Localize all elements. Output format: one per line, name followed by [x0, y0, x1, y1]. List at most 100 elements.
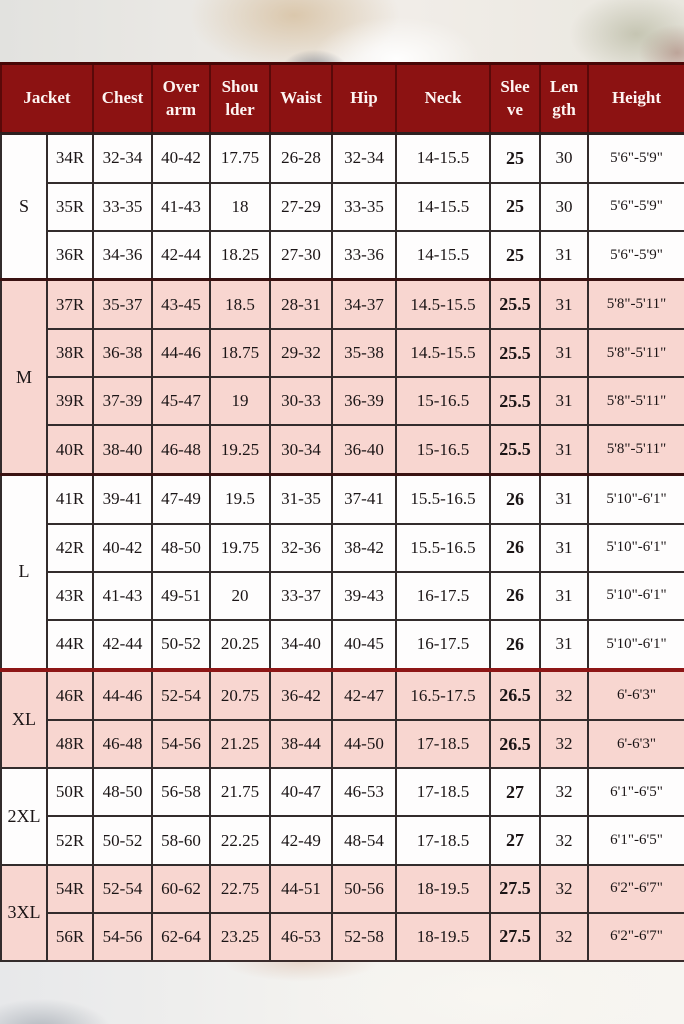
cell: 43R [46, 570, 94, 621]
cell: 60-62 [151, 863, 211, 914]
cell: 37R [46, 278, 94, 331]
cell: 20.25 [209, 618, 271, 672]
cell: 56-58 [151, 767, 211, 818]
cell: 36-39 [331, 376, 397, 427]
cell: 32 [539, 863, 589, 914]
cell: 30 [539, 132, 589, 184]
cell: 15.5-16.5 [395, 522, 491, 573]
table-row: 40R 38-40 46-48 19.25 30-34 36-40 15-16.… [1, 424, 684, 476]
cell: 27-30 [269, 229, 333, 281]
cell: 34-40 [269, 618, 333, 672]
header-sleeve: Slee ve [489, 62, 541, 135]
cell: 40-47 [269, 767, 333, 818]
cell: 25.5 [489, 278, 541, 331]
cell: 54-56 [92, 911, 153, 963]
header-height: Height [587, 62, 684, 135]
cell: 17-18.5 [395, 767, 491, 818]
cell: 32-36 [269, 522, 333, 573]
cell: 26 [489, 472, 541, 525]
table-row: L 41R 39-41 47-49 19.5 31-35 37-41 15.5-… [0, 472, 684, 672]
cell: 31-35 [269, 472, 333, 525]
cell: 14.5-15.5 [395, 328, 491, 379]
cell: 34-36 [92, 229, 153, 281]
cell: 42R [46, 522, 94, 573]
cell: 29-32 [269, 328, 333, 379]
header-neck: Neck [395, 62, 491, 135]
cell: 27 [489, 815, 541, 866]
cell: 6'-6'3" [587, 719, 684, 770]
cell: 52-58 [331, 911, 397, 963]
header-waist: Waist [269, 62, 333, 135]
cell: 16-17.5 [395, 570, 491, 621]
cell: 27-29 [269, 181, 333, 232]
cell: 54-56 [151, 719, 211, 770]
cell: 17-18.5 [395, 719, 491, 770]
cell: 33-36 [331, 229, 397, 281]
cell: 52-54 [151, 668, 211, 722]
cell: 5'6"-5'9" [587, 132, 684, 184]
cell: 54R [46, 863, 94, 914]
cell: 5'8"-5'11" [587, 424, 684, 476]
cell: 46-48 [92, 719, 153, 770]
cell: 44-46 [92, 668, 153, 722]
cell: 19 [209, 376, 271, 427]
cell: 6'1"-6'5" [587, 767, 684, 818]
cell: 62-64 [151, 911, 211, 963]
cell: 52R [46, 815, 94, 866]
cell: 5'10"-6'1" [587, 570, 684, 621]
cell: 39R [46, 376, 94, 427]
table-row: 42R 40-42 48-50 19.75 32-36 38-42 15.5-1… [1, 522, 684, 573]
header-hip: Hip [331, 62, 397, 135]
group-label-m: M [0, 278, 48, 476]
cell: 38-40 [92, 424, 153, 476]
cell: 18.5 [209, 278, 271, 331]
table-row: 43R 41-43 49-51 20 33-37 39-43 16-17.5 2… [1, 570, 684, 621]
cell: 16-17.5 [395, 618, 491, 672]
cell: 5'8"-5'11" [587, 328, 684, 379]
cell: 18.75 [209, 328, 271, 379]
cell: 45-47 [151, 376, 211, 427]
cell: 50R [46, 767, 94, 818]
cell: 40-42 [151, 132, 211, 184]
cell: 32-34 [331, 132, 397, 184]
cell: 25 [489, 181, 541, 232]
cell: 50-52 [151, 618, 211, 672]
cell: 26-28 [269, 132, 333, 184]
cell: 19.75 [209, 522, 271, 573]
cell: 42-47 [331, 668, 397, 722]
cell: 43-45 [151, 278, 211, 331]
cell: 38-44 [269, 719, 333, 770]
cell: 14.5-15.5 [395, 278, 491, 331]
group-label-l: L [0, 472, 48, 672]
cell: 31 [539, 618, 589, 672]
cell: 23.25 [209, 911, 271, 963]
cell: 39-43 [331, 570, 397, 621]
cell: 48-50 [151, 522, 211, 573]
cell: 34-37 [331, 278, 397, 331]
cell: 46-48 [151, 424, 211, 476]
cell: 50-56 [331, 863, 397, 914]
cell: 18-19.5 [395, 911, 491, 963]
cell: 42-49 [269, 815, 333, 866]
table-row: XL 46R 44-46 52-54 20.75 36-42 42-47 16.… [0, 668, 684, 770]
table-row: 2XL 50R 48-50 56-58 21.75 40-47 46-53 17… [0, 767, 684, 866]
cell: 42-44 [151, 229, 211, 281]
group-label-xl: XL [0, 668, 48, 770]
cell: 32 [539, 719, 589, 770]
table-row: 38R 36-38 44-46 18.75 29-32 35-38 14.5-1… [1, 328, 684, 379]
cell: 32 [539, 767, 589, 818]
cell: 48-50 [92, 767, 153, 818]
cell: 48-54 [331, 815, 397, 866]
cell: 50-52 [92, 815, 153, 866]
cell: 34R [46, 132, 94, 184]
cell: 15.5-16.5 [395, 472, 491, 525]
cell: 5'8"-5'11" [587, 278, 684, 331]
cell: 36-42 [269, 668, 333, 722]
cell: 30 [539, 181, 589, 232]
cell: 14-15.5 [395, 229, 491, 281]
cell: 49-51 [151, 570, 211, 621]
cell: 25.5 [489, 328, 541, 379]
cell: 32-34 [92, 132, 153, 184]
cell: 33-35 [331, 181, 397, 232]
cell: 46-53 [331, 767, 397, 818]
